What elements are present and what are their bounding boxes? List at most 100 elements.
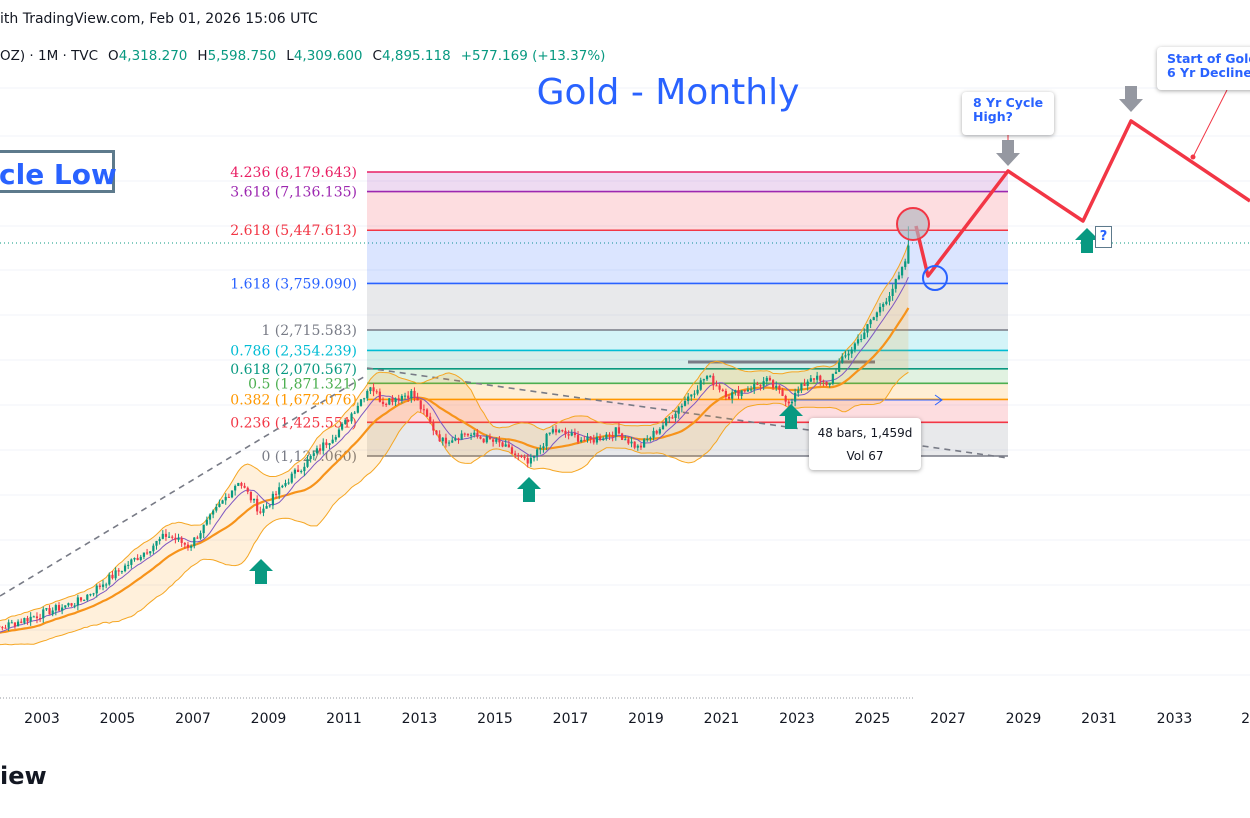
candle-body xyxy=(702,379,705,381)
bottom-circle xyxy=(922,265,948,291)
candle-body xyxy=(746,389,750,392)
candle-body xyxy=(274,493,278,495)
candle-body xyxy=(451,440,454,443)
candle-body xyxy=(699,380,702,390)
candle-body xyxy=(872,317,875,321)
candle-body xyxy=(246,487,249,492)
candle-body xyxy=(10,622,13,624)
candle-body xyxy=(353,412,356,414)
candle-body xyxy=(844,355,847,357)
candle-body xyxy=(790,401,794,404)
candle-body xyxy=(715,385,718,387)
candle-body xyxy=(271,493,275,506)
candle-body xyxy=(680,405,683,408)
candle-body xyxy=(407,395,410,399)
candle-body xyxy=(639,445,643,448)
candle-body xyxy=(309,455,312,459)
candle-body xyxy=(315,448,319,454)
ohlc-legend[interactable]: OZ) · 1M · TVC O4,318.270 H5,598.750 L4,309… xyxy=(0,48,605,64)
candle-body xyxy=(422,409,426,411)
candle-body xyxy=(240,482,243,486)
candle-body xyxy=(526,458,529,464)
symbol-info[interactable]: OZ) · 1M · TVC xyxy=(0,48,99,64)
candle-body xyxy=(649,437,652,439)
close-label: C xyxy=(372,48,382,64)
candle-body xyxy=(224,496,227,501)
candle-body xyxy=(595,436,599,443)
candle-body xyxy=(111,574,114,579)
candle-body xyxy=(252,498,256,501)
candle-body xyxy=(325,442,328,446)
candle-body xyxy=(89,594,92,596)
candle-body xyxy=(756,383,759,385)
candle-body xyxy=(7,622,10,628)
candle-body xyxy=(20,621,23,623)
candle-body xyxy=(454,438,457,441)
candle-body xyxy=(444,437,448,444)
candle-body xyxy=(372,387,375,392)
candle-body xyxy=(498,439,501,443)
cycle-high-arrow-icon xyxy=(996,140,1020,166)
candle-body xyxy=(435,430,438,435)
candle-body xyxy=(677,407,680,414)
ma-fast xyxy=(0,276,909,633)
candle-body xyxy=(281,485,284,488)
candle-body xyxy=(485,436,488,443)
candle-body xyxy=(149,551,152,554)
candle-body xyxy=(816,375,819,380)
chart-title: Gold - Monthly xyxy=(537,72,800,113)
candle-body xyxy=(828,383,831,386)
candle-body xyxy=(586,436,589,440)
candle-body xyxy=(171,536,174,538)
candle-body xyxy=(114,570,117,579)
candle-body xyxy=(441,437,444,442)
candle-body xyxy=(580,439,583,442)
candle-body xyxy=(797,390,800,393)
candle-body xyxy=(230,490,234,498)
candle-body xyxy=(174,537,177,540)
candle-body xyxy=(23,618,26,623)
candle-body xyxy=(778,385,781,390)
candle-body xyxy=(243,485,246,488)
candle-body xyxy=(136,557,139,561)
candle-body xyxy=(300,471,303,473)
candle-body xyxy=(341,423,344,430)
candle-body xyxy=(284,483,287,486)
candle-body xyxy=(322,442,325,451)
candle-body xyxy=(885,301,888,305)
decline-callout: Start of Gold 6 Yr Decline xyxy=(1157,47,1250,90)
candle-body xyxy=(410,390,413,399)
candle-body xyxy=(177,538,180,540)
candle-body xyxy=(419,400,422,410)
candle-body xyxy=(463,433,466,435)
candle-body xyxy=(469,434,473,436)
candle-body xyxy=(771,380,775,388)
candle-body xyxy=(350,413,353,422)
candle-body xyxy=(86,594,89,600)
candle-body xyxy=(413,390,416,398)
candle-body xyxy=(488,436,492,440)
candle-body xyxy=(781,389,784,396)
candle-body xyxy=(570,432,573,436)
candle-body xyxy=(759,384,762,386)
fib-label: 0.5 (1,871.321) xyxy=(248,376,357,392)
candle-body xyxy=(262,508,265,513)
candle-body xyxy=(328,443,331,446)
open-value: 4,318.270 xyxy=(118,48,188,64)
x-tick-label: 2019 xyxy=(628,711,664,727)
candle-body xyxy=(690,394,693,397)
top-circle xyxy=(896,207,930,241)
candle-body xyxy=(888,295,891,302)
candle-body xyxy=(388,398,391,405)
candle-body xyxy=(400,395,403,401)
support-trendline xyxy=(0,374,368,597)
candle-body xyxy=(337,429,341,438)
candle-body xyxy=(164,533,168,537)
cycle-high-callout: 8 Yr Cycle High? xyxy=(962,92,1054,135)
candle-body xyxy=(249,491,252,501)
candle-body xyxy=(79,597,83,601)
candle-body xyxy=(803,383,806,386)
candle-body xyxy=(731,392,734,399)
bollinger-fill xyxy=(0,243,909,645)
